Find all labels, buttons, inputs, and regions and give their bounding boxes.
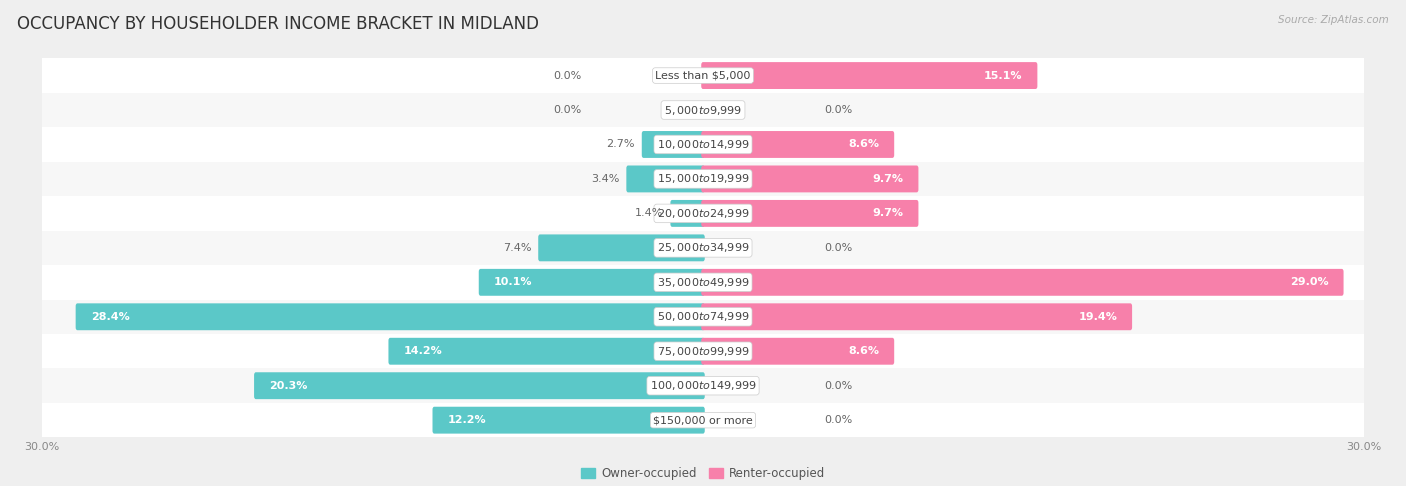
Text: 9.7%: 9.7% — [873, 208, 904, 218]
Text: 3.4%: 3.4% — [591, 174, 619, 184]
Text: 0.0%: 0.0% — [554, 105, 582, 115]
Text: 19.4%: 19.4% — [1078, 312, 1118, 322]
Text: $150,000 or more: $150,000 or more — [654, 415, 752, 425]
FancyBboxPatch shape — [702, 131, 894, 158]
Text: 8.6%: 8.6% — [848, 139, 879, 150]
Text: 14.2%: 14.2% — [404, 346, 441, 356]
Legend: Owner-occupied, Renter-occupied: Owner-occupied, Renter-occupied — [576, 462, 830, 485]
Text: 10.1%: 10.1% — [494, 278, 533, 287]
Text: Less than $5,000: Less than $5,000 — [655, 70, 751, 81]
Text: $50,000 to $74,999: $50,000 to $74,999 — [657, 310, 749, 323]
FancyBboxPatch shape — [641, 131, 704, 158]
Text: 0.0%: 0.0% — [824, 381, 852, 391]
Text: $25,000 to $34,999: $25,000 to $34,999 — [657, 242, 749, 254]
Text: 29.0%: 29.0% — [1289, 278, 1329, 287]
Text: 12.2%: 12.2% — [447, 415, 486, 425]
Text: Source: ZipAtlas.com: Source: ZipAtlas.com — [1278, 15, 1389, 25]
FancyBboxPatch shape — [538, 234, 704, 261]
FancyBboxPatch shape — [479, 269, 704, 296]
Text: $75,000 to $99,999: $75,000 to $99,999 — [657, 345, 749, 358]
Bar — [42, 368, 1364, 403]
Text: OCCUPANCY BY HOUSEHOLDER INCOME BRACKET IN MIDLAND: OCCUPANCY BY HOUSEHOLDER INCOME BRACKET … — [17, 15, 538, 33]
FancyBboxPatch shape — [433, 407, 704, 434]
Text: 15.1%: 15.1% — [984, 70, 1022, 81]
FancyBboxPatch shape — [702, 269, 1344, 296]
Bar — [42, 231, 1364, 265]
Text: $5,000 to $9,999: $5,000 to $9,999 — [664, 104, 742, 117]
Bar — [42, 93, 1364, 127]
Text: 1.4%: 1.4% — [636, 208, 664, 218]
Text: 0.0%: 0.0% — [554, 70, 582, 81]
FancyBboxPatch shape — [76, 303, 704, 330]
Text: $10,000 to $14,999: $10,000 to $14,999 — [657, 138, 749, 151]
Text: $20,000 to $24,999: $20,000 to $24,999 — [657, 207, 749, 220]
FancyBboxPatch shape — [388, 338, 704, 364]
FancyBboxPatch shape — [702, 338, 894, 364]
Text: $15,000 to $19,999: $15,000 to $19,999 — [657, 173, 749, 186]
Text: 0.0%: 0.0% — [824, 105, 852, 115]
FancyBboxPatch shape — [702, 200, 918, 227]
Bar — [42, 196, 1364, 231]
FancyBboxPatch shape — [702, 166, 918, 192]
Bar — [42, 403, 1364, 437]
Bar — [42, 58, 1364, 93]
FancyBboxPatch shape — [626, 166, 704, 192]
Text: 8.6%: 8.6% — [848, 346, 879, 356]
Text: 7.4%: 7.4% — [503, 243, 531, 253]
Text: 20.3%: 20.3% — [269, 381, 308, 391]
Text: $100,000 to $149,999: $100,000 to $149,999 — [650, 379, 756, 392]
Bar — [42, 299, 1364, 334]
Text: 2.7%: 2.7% — [606, 139, 634, 150]
FancyBboxPatch shape — [671, 200, 704, 227]
Bar — [42, 162, 1364, 196]
Bar — [42, 265, 1364, 299]
FancyBboxPatch shape — [702, 303, 1132, 330]
Text: $35,000 to $49,999: $35,000 to $49,999 — [657, 276, 749, 289]
Text: 28.4%: 28.4% — [90, 312, 129, 322]
Text: 0.0%: 0.0% — [824, 415, 852, 425]
Text: 0.0%: 0.0% — [824, 243, 852, 253]
Bar — [42, 334, 1364, 368]
Bar — [42, 127, 1364, 162]
FancyBboxPatch shape — [254, 372, 704, 399]
FancyBboxPatch shape — [702, 62, 1038, 89]
Text: 9.7%: 9.7% — [873, 174, 904, 184]
